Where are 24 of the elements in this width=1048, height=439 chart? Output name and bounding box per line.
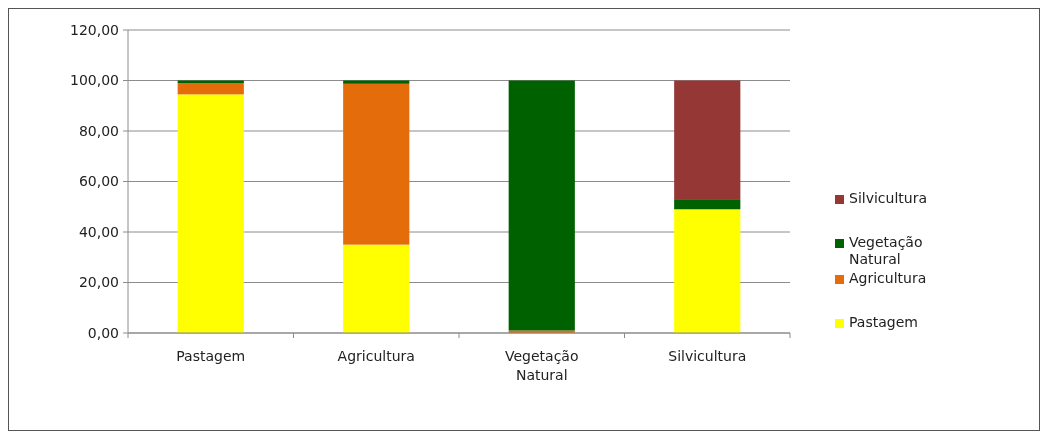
y-tick-label: 40,00	[78, 223, 119, 240]
y-tick-label: 80,00	[78, 122, 119, 139]
bar	[343, 83, 410, 245]
y-tick-label: 20,00	[78, 274, 119, 291]
y-tick-label: 0,00	[87, 324, 119, 341]
bar	[343, 80, 410, 84]
y-tick-label: 120,00	[70, 21, 119, 38]
bar	[674, 199, 741, 210]
legend-label: Vegetação Natural	[849, 234, 923, 267]
y-tick-label: 60,00	[78, 173, 119, 190]
bar	[343, 244, 410, 333]
bar	[508, 80, 575, 331]
bar	[674, 80, 741, 200]
x-tick-label: Agricultura	[337, 348, 415, 364]
x-tick-label: Pastagem	[176, 348, 246, 364]
y-tick-label: 100,00	[70, 72, 119, 89]
legend-label: Pastagem	[849, 314, 918, 330]
legend-label: Agricultura	[849, 270, 927, 286]
bar	[674, 209, 741, 333]
x-tick-label: Silvicultura	[668, 348, 747, 364]
legend-label: Silvicultura	[849, 190, 927, 206]
bar	[177, 94, 244, 333]
x-tick-label: Vegetação Natural	[504, 348, 579, 383]
bar	[177, 83, 244, 95]
